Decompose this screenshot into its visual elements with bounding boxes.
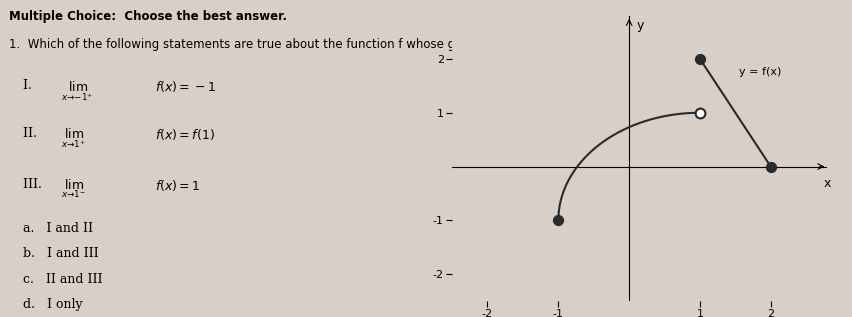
Text: $\lim_{x \to -1^+}$: $\lim_{x \to -1^+}$ (61, 79, 93, 103)
Text: a.   I and II: a. I and II (24, 222, 94, 235)
Text: b.   I and III: b. I and III (24, 247, 99, 260)
Text: III.: III. (24, 178, 46, 191)
Text: $f(x) = 1$: $f(x) = 1$ (155, 178, 200, 192)
Text: d.   I only: d. I only (24, 298, 83, 311)
Text: c.   II and III: c. II and III (24, 273, 103, 286)
Text: Multiple Choice:  Choose the best answer.: Multiple Choice: Choose the best answer. (9, 10, 287, 23)
Text: $f(x) = f(1)$: $f(x) = f(1)$ (155, 127, 215, 142)
Point (693, 56, 706, 61)
Text: I.: I. (24, 79, 44, 92)
Text: $\lim_{x \to 1^-}$: $\lim_{x \to 1^-}$ (61, 178, 86, 200)
Text: $\lim_{x \to 1^+}$: $\lim_{x \to 1^+}$ (61, 127, 86, 151)
Text: 1.  Which of the following statements are true about the function f whose graph : 1. Which of the following statements are… (9, 38, 582, 51)
Point (693, 110, 706, 115)
Text: y: y (636, 18, 642, 32)
Text: y = f(x): y = f(x) (738, 67, 780, 77)
Point (551, 218, 565, 223)
Text: x: x (823, 177, 830, 190)
Text: $f(x) = -1$: $f(x) = -1$ (155, 79, 216, 94)
Point (763, 164, 777, 169)
Text: II.: II. (24, 127, 45, 140)
